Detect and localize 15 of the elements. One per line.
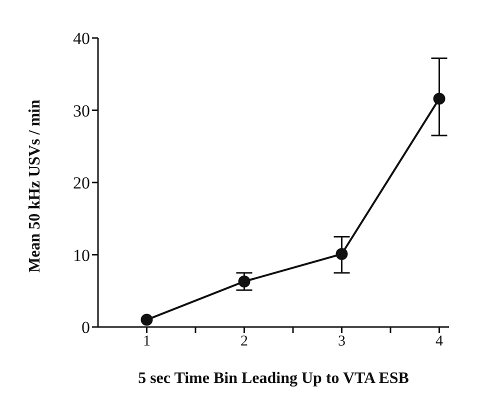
x-tick-label: 4	[436, 334, 444, 350]
y-tick-label: 10	[73, 246, 90, 265]
y-tick-label: 20	[73, 174, 90, 193]
y-axis-title: Mean 50 kHz USVs / min	[26, 100, 44, 272]
point	[433, 92, 446, 105]
point	[336, 248, 348, 260]
point	[140, 314, 153, 326]
x-tick-label: 1	[143, 334, 150, 350]
y-tick-label: 30	[73, 101, 90, 120]
y-tick-label: 40	[73, 29, 90, 48]
x-tick-label: 2	[240, 334, 248, 350]
y-tick-label: 0	[82, 318, 90, 338]
x-tick-label: 3	[338, 334, 346, 350]
x-axis-title: 5 sec Time Bin Leading Up to VTA ESB	[138, 370, 410, 387]
point	[238, 275, 250, 288]
